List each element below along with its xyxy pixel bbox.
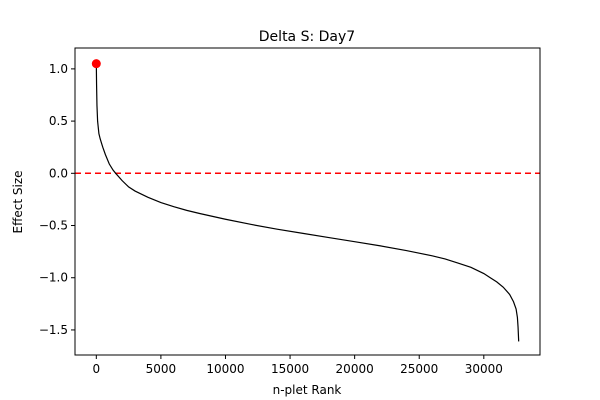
y-tick-label: −0.5 xyxy=(39,219,68,233)
axis-ticks: 0 5000 10000 15000 20000 25000 30000 1.0 0.5 0.0 −… xyxy=(39,62,503,376)
x-tick-label: 25000 xyxy=(400,362,438,376)
y-tick-label: 1.0 xyxy=(49,62,68,76)
axes-frame xyxy=(74,47,541,356)
x-tick-label: 15000 xyxy=(271,362,309,376)
x-tick-label: 5000 xyxy=(146,362,177,376)
series-line-0 xyxy=(95,63,520,342)
x-tick-label: 0 xyxy=(92,362,100,376)
plot-area xyxy=(75,59,540,342)
y-tick-label: −1.0 xyxy=(39,271,68,285)
y-tick-label: 0.5 xyxy=(49,114,68,128)
x-axis-label: n-plet Rank xyxy=(273,383,342,397)
y-tick-label: 0.0 xyxy=(49,166,68,180)
chart-title: Delta S: Day7 xyxy=(259,29,355,45)
x-tick-label: 20000 xyxy=(336,362,374,376)
y-tick-label: −1.5 xyxy=(39,323,68,337)
x-tick-label: 30000 xyxy=(465,362,503,376)
y-axis-label: Effect Size xyxy=(11,171,25,234)
highlight-point xyxy=(91,59,101,69)
x-tick-label: 10000 xyxy=(206,362,244,376)
